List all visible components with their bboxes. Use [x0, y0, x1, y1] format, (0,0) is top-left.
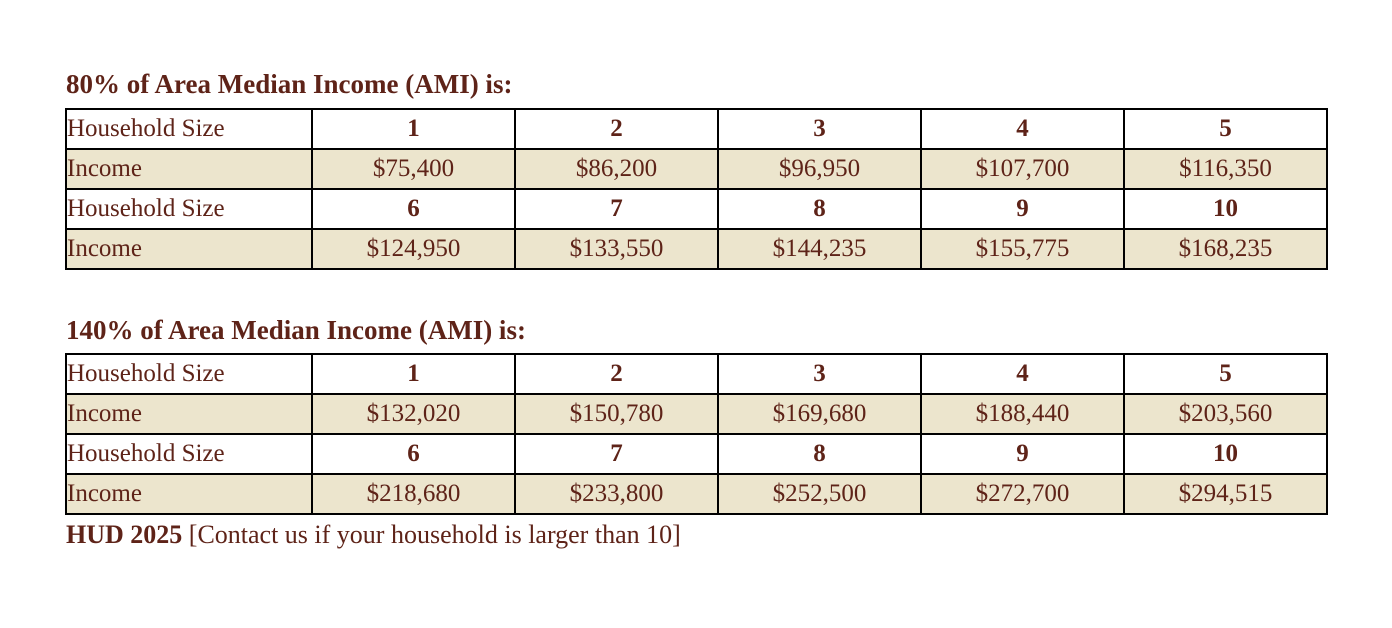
- household-size-value-cell: 7: [514, 433, 719, 476]
- income-value-cell: $294,515: [1123, 473, 1328, 516]
- income-value-cell: $188,440: [920, 393, 1125, 436]
- income-label-cell: Income: [65, 147, 313, 190]
- household-size-value-cell: 10: [1123, 433, 1328, 476]
- household-size-value-cell: 3: [717, 107, 922, 150]
- table-row-household-size-1-5: Household Size 1 2 3 4 5: [65, 353, 1328, 396]
- income-label-cell: Income: [65, 393, 313, 436]
- income-value-cell: $272,700: [920, 473, 1125, 516]
- household-size-value-cell: 6: [311, 187, 516, 230]
- income-value-cell: $168,235: [1123, 227, 1328, 270]
- hud-source-label: HUD 2025: [66, 520, 183, 550]
- household-size-value-cell: 1: [311, 107, 516, 150]
- household-size-label-cell: Household Size: [65, 107, 313, 150]
- table-row-income-1-5: Income $132,020 $150,780 $169,680 $188,4…: [65, 393, 1328, 436]
- income-value-cell: $218,680: [311, 473, 516, 516]
- income-value-cell: $233,800: [514, 473, 719, 516]
- income-value-cell: $107,700: [920, 147, 1125, 190]
- table-row-income-1-5: Income $75,400 $86,200 $96,950 $107,700 …: [65, 147, 1328, 190]
- income-value-cell: $132,020: [311, 393, 516, 436]
- table-row-income-6-10: Income $218,680 $233,800 $252,500 $272,7…: [65, 473, 1328, 516]
- household-size-label-cell: Household Size: [65, 433, 313, 476]
- household-size-value-cell: 5: [1123, 353, 1328, 396]
- household-size-value-cell: 7: [514, 187, 719, 230]
- household-size-value-cell: 3: [717, 353, 922, 396]
- income-label-cell: Income: [65, 473, 313, 516]
- page: 80% of Area Median Income (AMI) is: Hous…: [65, 69, 1392, 550]
- household-size-value-cell: 2: [514, 107, 719, 150]
- footer-contact-text: [Contact us if your household is larger …: [182, 520, 681, 550]
- ami-80-title: 80% of Area Median Income (AMI) is:: [66, 69, 513, 99]
- ami-140-title: 140% of Area Median Income (AMI) is:: [66, 314, 526, 345]
- household-size-value-cell: 9: [920, 433, 1125, 476]
- table-row-household-size-6-10: Household Size 6 7 8 9 10: [65, 433, 1328, 476]
- income-value-cell: $75,400: [311, 147, 516, 190]
- income-value-cell: $155,775: [920, 227, 1125, 270]
- household-size-value-cell: 4: [920, 353, 1125, 396]
- household-size-label-cell: Household Size: [65, 187, 313, 230]
- income-value-cell: $150,780: [514, 393, 719, 436]
- footer-note: HUD 2025 [Contact us if your household i…: [66, 520, 1392, 550]
- income-value-cell: $86,200: [514, 147, 719, 190]
- household-size-value-cell: 5: [1123, 107, 1328, 150]
- ami-140-table: Household Size 1 2 3 4 5 Income $132,020…: [65, 353, 1328, 516]
- household-size-value-cell: 1: [311, 353, 516, 396]
- table-row-household-size-6-10: Household Size 6 7 8 9 10: [65, 187, 1328, 230]
- income-value-cell: $96,950: [717, 147, 922, 190]
- income-value-cell: $144,235: [717, 227, 922, 270]
- household-size-value-cell: 4: [920, 107, 1125, 150]
- income-value-cell: $116,350: [1123, 147, 1328, 190]
- household-size-value-cell: 8: [717, 187, 922, 230]
- household-size-value-cell: 10: [1123, 187, 1328, 230]
- income-value-cell: $203,560: [1123, 393, 1328, 436]
- income-value-cell: $133,550: [514, 227, 719, 270]
- household-size-value-cell: 6: [311, 433, 516, 476]
- table-row-income-6-10: Income $124,950 $133,550 $144,235 $155,7…: [65, 227, 1328, 270]
- table-row-household-size-1-5: Household Size 1 2 3 4 5: [65, 107, 1328, 150]
- income-label-cell: Income: [65, 227, 313, 270]
- household-size-label-cell: Household Size: [65, 353, 313, 396]
- household-size-value-cell: 9: [920, 187, 1125, 230]
- household-size-value-cell: 8: [717, 433, 922, 476]
- household-size-value-cell: 2: [514, 353, 719, 396]
- income-value-cell: $252,500: [717, 473, 922, 516]
- income-value-cell: $169,680: [717, 393, 922, 436]
- ami-80-table: Household Size 1 2 3 4 5 Income $75,400 …: [65, 107, 1328, 270]
- income-value-cell: $124,950: [311, 227, 516, 270]
